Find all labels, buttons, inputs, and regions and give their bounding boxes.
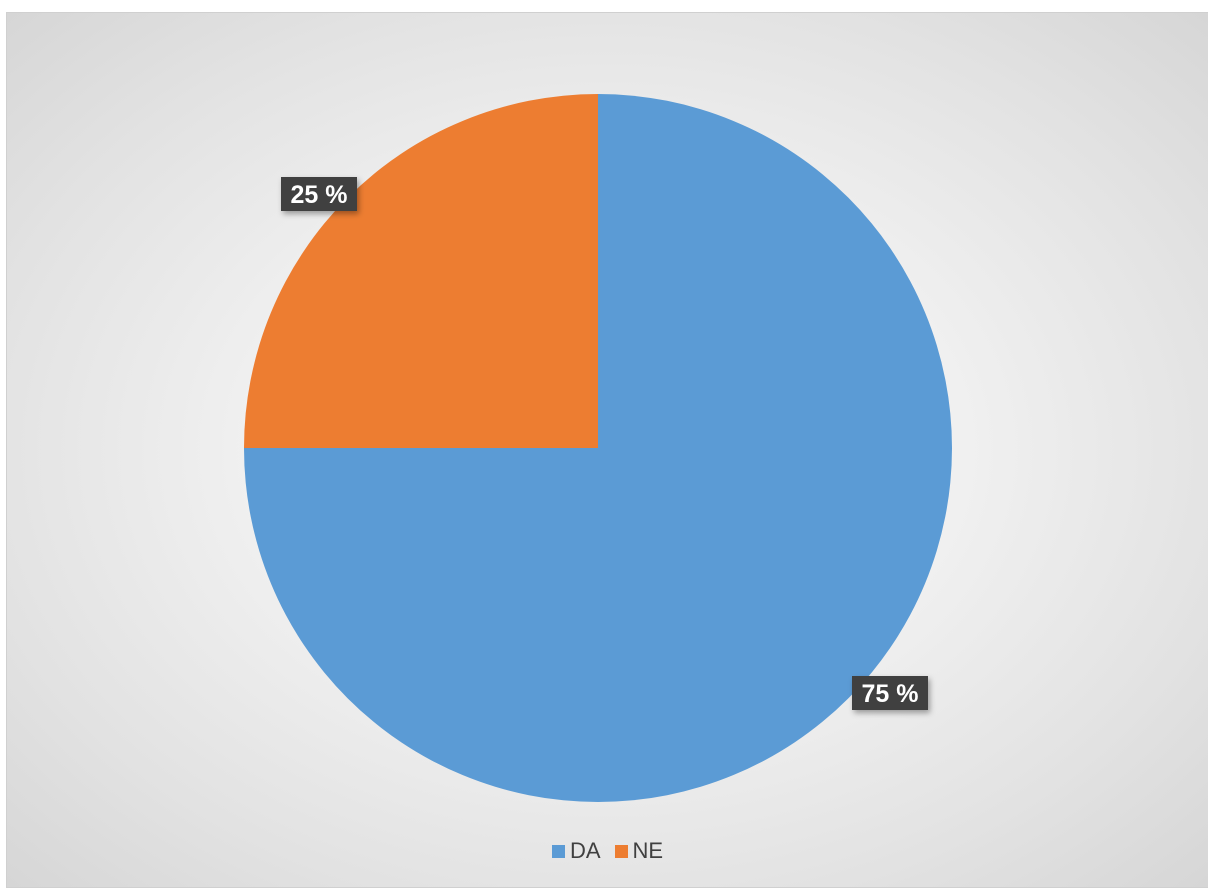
- data-label-da: 75 %: [852, 676, 928, 710]
- legend: DA NE: [7, 838, 1208, 864]
- legend-item-ne[interactable]: NE: [614, 838, 664, 864]
- chart-area: 75 % 25 % DA NE: [6, 12, 1208, 888]
- legend-item-da[interactable]: DA: [551, 838, 601, 864]
- pie-chart: 75 % 25 %: [244, 94, 952, 802]
- legend-label-ne: NE: [632, 838, 664, 863]
- data-label-box-da: [852, 676, 928, 710]
- data-label-ne: 25 %: [281, 177, 357, 211]
- data-label-text-da: 75 %: [862, 680, 919, 708]
- legend-label-da: DA: [569, 838, 601, 863]
- data-label-text-ne: 25 %: [291, 181, 348, 209]
- pie-slice-ne[interactable]: [244, 94, 598, 448]
- data-label-box-ne: [281, 177, 357, 211]
- legend-swatch-da: [551, 844, 565, 858]
- legend-swatch-ne: [614, 844, 628, 858]
